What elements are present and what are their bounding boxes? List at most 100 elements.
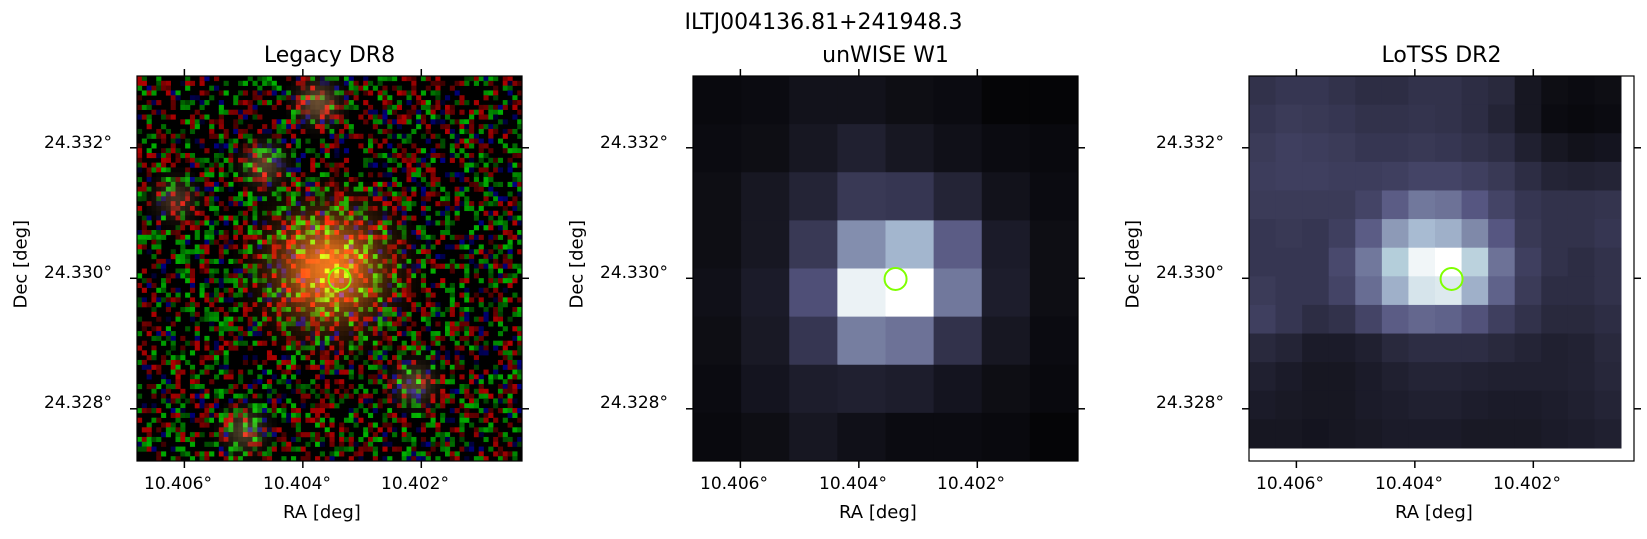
heatmap-cell (1275, 247, 1303, 277)
heatmap-cell (1328, 219, 1356, 249)
heatmap-cell (1435, 276, 1463, 306)
heatmap-cell (693, 124, 742, 173)
heatmap-cell (1381, 276, 1409, 306)
heatmap-cell (1249, 219, 1277, 249)
ytick-label: 24.332° (44, 133, 112, 153)
heatmap-cell (837, 76, 887, 125)
heatmap-cell (1594, 133, 1622, 163)
heatmap-cell (1302, 304, 1330, 335)
heatmap-cell (1029, 316, 1079, 366)
heatmap-cell (1302, 76, 1330, 106)
xtick-label: 10.404° (819, 474, 887, 494)
heatmap-cell (1029, 76, 1079, 125)
heatmap-cell (1328, 419, 1356, 449)
heatmap-cell (1408, 161, 1436, 191)
heatmap-cell (1328, 390, 1356, 420)
heatmap-cell (1594, 362, 1622, 392)
heatmap-cell (1594, 390, 1622, 420)
heatmap-cell (1302, 190, 1330, 220)
heatmap-cell (1408, 362, 1436, 392)
heatmap-cell (1435, 133, 1463, 163)
heatmap-cell (741, 76, 790, 125)
heatmap-cell (981, 124, 1031, 173)
heatmap-cell (789, 172, 838, 221)
heatmap-cell (885, 172, 935, 221)
figure-title: ILTJ004136.81+241948.3 (684, 10, 963, 35)
heatmap-cell (1275, 219, 1303, 249)
heatmap-cell (1408, 133, 1436, 163)
heatmap-cell (885, 76, 935, 125)
heatmap-cell (933, 268, 983, 318)
ytick-label: 24.330° (600, 263, 668, 283)
ytick-label: 24.330° (44, 263, 112, 283)
heatmap-cell (1381, 390, 1409, 420)
heatmap-cell (1594, 104, 1622, 134)
heatmap-cell (1328, 104, 1356, 134)
x-axis-label: RA [deg] (839, 502, 917, 523)
heatmap-cell (981, 364, 1031, 414)
heatmap-cell (1461, 190, 1489, 220)
heatmap-cell (1435, 190, 1463, 220)
heatmap-cell (1381, 333, 1409, 363)
heatmap-cell (1514, 276, 1542, 306)
heatmap-cell (1435, 333, 1463, 363)
heatmap-cell (1567, 104, 1595, 134)
image-pixels (137, 76, 523, 462)
heatmap-cell (1408, 219, 1436, 249)
heatmap-cell (1567, 161, 1595, 191)
source-marker-circle (1439, 266, 1464, 291)
heatmap-cell (1249, 304, 1277, 335)
heatmap-cell (885, 364, 935, 414)
heatmap-cell (1249, 190, 1277, 220)
heatmap-cell (1249, 333, 1277, 363)
heatmap-cell (741, 268, 790, 318)
heatmap-cell (1408, 419, 1436, 449)
heatmap-cell (1567, 190, 1595, 220)
xtick-label: 10.404° (263, 474, 331, 494)
heatmap-cell (1328, 333, 1356, 363)
source-marker-circle (883, 266, 908, 291)
heatmap-cell (1275, 161, 1303, 191)
heatmap-cell (1435, 104, 1463, 134)
panel-title-lotss: LoTSS DR2 (1381, 43, 1502, 68)
heatmap-cell (1381, 362, 1409, 392)
xtick-label: 10.406° (144, 474, 212, 494)
heatmap-cell (933, 172, 983, 221)
heatmap-cell (741, 364, 790, 414)
heatmap-cell (1302, 133, 1330, 163)
heatmap-cell (885, 124, 935, 173)
heatmap-cell (1408, 333, 1436, 363)
heatmap-cell (1029, 124, 1079, 173)
heatmap-cell (1514, 104, 1542, 134)
heatmap-cell (1435, 247, 1463, 277)
heatmap-cell (1381, 161, 1409, 191)
heatmap-cell (1461, 333, 1489, 363)
heatmap-cell (837, 172, 887, 221)
ytick-label: 24.328° (44, 393, 112, 413)
heatmap-cell (789, 316, 838, 366)
heatmap-cell (1435, 304, 1463, 335)
heatmap-cell (1435, 161, 1463, 191)
heatmap-cell (789, 412, 838, 462)
heatmap-cell (1029, 220, 1079, 270)
heatmap-cell (1302, 419, 1330, 449)
heatmap-cell (1302, 390, 1330, 420)
heatmap-cell (1514, 304, 1542, 335)
heatmap-cell (1355, 104, 1383, 134)
heatmap-cell (1567, 333, 1595, 363)
heatmap-cell (885, 220, 935, 270)
heatmap-cell (1408, 104, 1436, 134)
heatmap-cell (1355, 161, 1383, 191)
heatmap-cell (1275, 419, 1303, 449)
heatmap-cell (1567, 247, 1595, 277)
heatmap-cell (1029, 364, 1079, 414)
heatmap-cell (1435, 76, 1463, 106)
source-marker-circle (327, 266, 352, 291)
heatmap-cell (981, 220, 1031, 270)
heatmap-cell (1461, 362, 1489, 392)
heatmap-cell (1488, 161, 1516, 191)
heatmap-cell (1541, 333, 1569, 363)
panel-title-legacy: Legacy DR8 (263, 43, 396, 68)
heatmap-cell (1541, 104, 1569, 134)
heatmap-cell (837, 220, 887, 270)
